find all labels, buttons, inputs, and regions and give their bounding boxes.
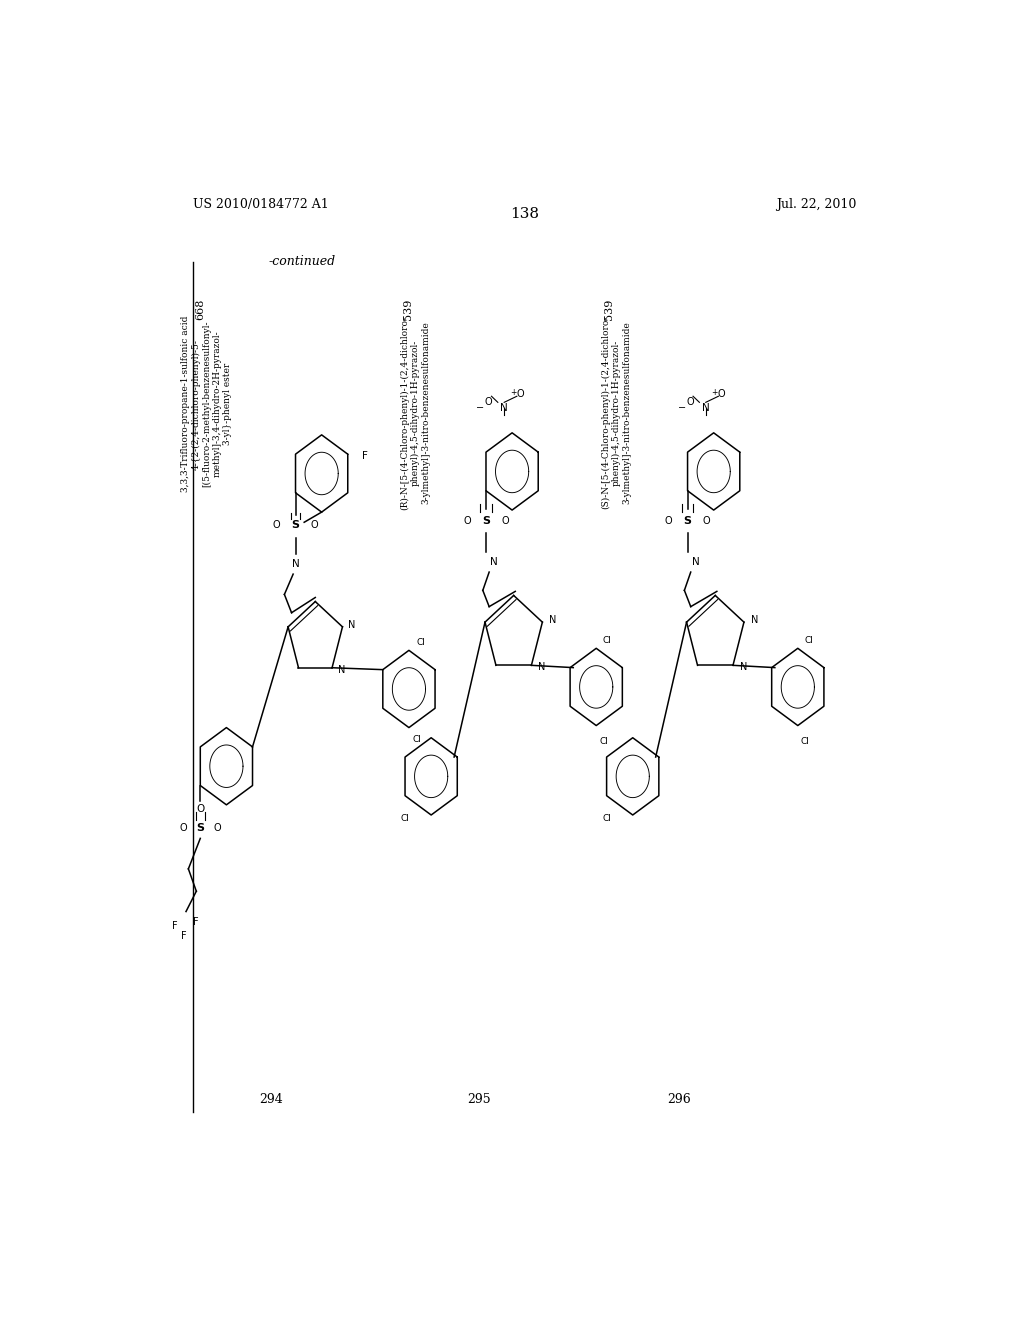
Text: O: O [665, 516, 673, 527]
Text: N: N [538, 663, 546, 672]
Text: (S)-N-[5-(4-Chloro-phenyl)-1-(2,4-dichloro-
phenyl)-4,5-dihydro-1H-pyrazol-
3-yl: (S)-N-[5-(4-Chloro-phenyl)-1-(2,4-dichlo… [601, 315, 631, 510]
Text: O: O [501, 516, 509, 527]
Text: +: + [712, 388, 718, 397]
Text: N: N [338, 665, 345, 675]
Text: −: − [678, 404, 686, 413]
Text: 295: 295 [467, 1093, 490, 1106]
Text: Cl: Cl [599, 738, 608, 746]
Text: O: O [197, 804, 205, 814]
Text: S: S [197, 824, 205, 833]
Text: O: O [718, 389, 725, 399]
Text: O: O [179, 824, 186, 833]
Text: O: O [463, 516, 471, 527]
Text: Cl: Cl [602, 636, 611, 644]
Text: −: − [476, 404, 484, 413]
Text: O: O [686, 397, 693, 408]
Text: F: F [172, 921, 178, 931]
Text: Cl: Cl [413, 735, 422, 744]
Text: 296: 296 [668, 1093, 691, 1106]
Text: N: N [691, 557, 699, 566]
Text: 539: 539 [604, 298, 614, 319]
Text: N: N [490, 557, 498, 566]
Text: O: O [272, 520, 281, 531]
Text: N: N [292, 558, 299, 569]
Text: S: S [292, 520, 300, 531]
Text: S: S [684, 516, 691, 527]
Text: O: O [484, 397, 493, 408]
Text: S: S [482, 516, 490, 527]
Text: 539: 539 [403, 298, 413, 319]
Text: Cl: Cl [801, 738, 810, 746]
Text: N: N [549, 615, 556, 626]
Text: 138: 138 [510, 207, 540, 222]
Text: N: N [348, 620, 355, 630]
Text: N: N [751, 615, 758, 626]
Text: F: F [181, 931, 186, 941]
Text: Cl: Cl [417, 638, 426, 647]
Text: O: O [310, 520, 318, 531]
Text: +: + [510, 388, 516, 397]
Text: F: F [193, 916, 199, 927]
Text: O: O [516, 389, 524, 399]
Text: O: O [214, 824, 221, 833]
Text: Cl: Cl [804, 636, 813, 644]
Text: US 2010/0184772 A1: US 2010/0184772 A1 [194, 198, 329, 211]
Text: 294: 294 [259, 1093, 283, 1106]
Text: (R)-N-[5-(4-Chloro-phenyl)-1-(2,4-dichloro-
phenyl)-4,5-dihydro-1H-pyrazol-
3-yl: (R)-N-[5-(4-Chloro-phenyl)-1-(2,4-dichlo… [400, 315, 430, 510]
Text: N: N [739, 663, 746, 672]
Text: O: O [702, 516, 711, 527]
Text: 668: 668 [196, 298, 205, 319]
Text: Cl: Cl [400, 814, 410, 822]
Text: N: N [701, 404, 710, 413]
Text: F: F [362, 451, 369, 461]
Text: Jul. 22, 2010: Jul. 22, 2010 [776, 198, 856, 211]
Text: N: N [501, 404, 508, 413]
Text: -continued: -continued [269, 255, 336, 268]
Text: Cl: Cl [602, 814, 611, 822]
Text: 3,3,3-Trifluoro-propane-1-sulfonic acid
4-{2-(2,4-dichloro-phenyl)-5-
[(5-fluoro: 3,3,3-Trifluoro-propane-1-sulfonic acid … [180, 315, 231, 492]
